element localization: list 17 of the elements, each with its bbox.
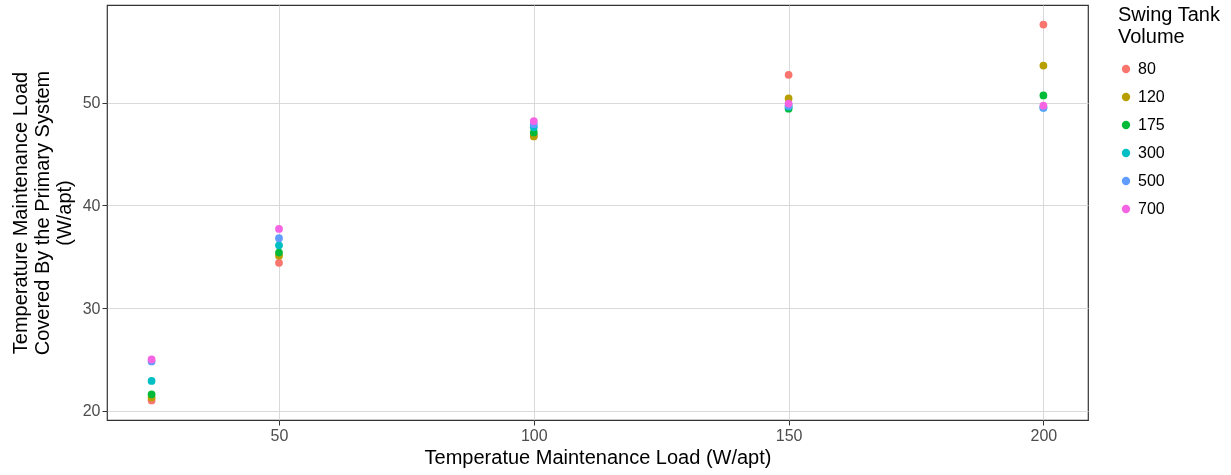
y-tick-label: 40	[82, 196, 101, 214]
y-axis-title: Temperature Maintenance Load Covered By the Primary System (W/apt)	[8, 70, 75, 356]
legend-label: 175	[1138, 116, 1165, 133]
y-tick-label: 20	[82, 402, 101, 420]
legend-label: 120	[1138, 88, 1165, 105]
legend-label: 300	[1138, 144, 1165, 161]
legend-title: Swing Tank Volume	[1118, 3, 1221, 47]
y-tick-label: 30	[82, 299, 101, 317]
legend-label: 700	[1138, 200, 1165, 217]
x-tick-label: 100	[520, 426, 548, 444]
x-axis-title: Temperatue Maintenance Load (W/apt)	[424, 445, 772, 468]
x-tick-label: 150	[775, 426, 803, 444]
x-tick-label: 50	[270, 426, 289, 444]
x-tick-label: 200	[1030, 426, 1058, 444]
y-tick-label: 50	[82, 94, 101, 112]
legend-label: 500	[1138, 172, 1165, 189]
legend-label: 80	[1138, 60, 1156, 77]
